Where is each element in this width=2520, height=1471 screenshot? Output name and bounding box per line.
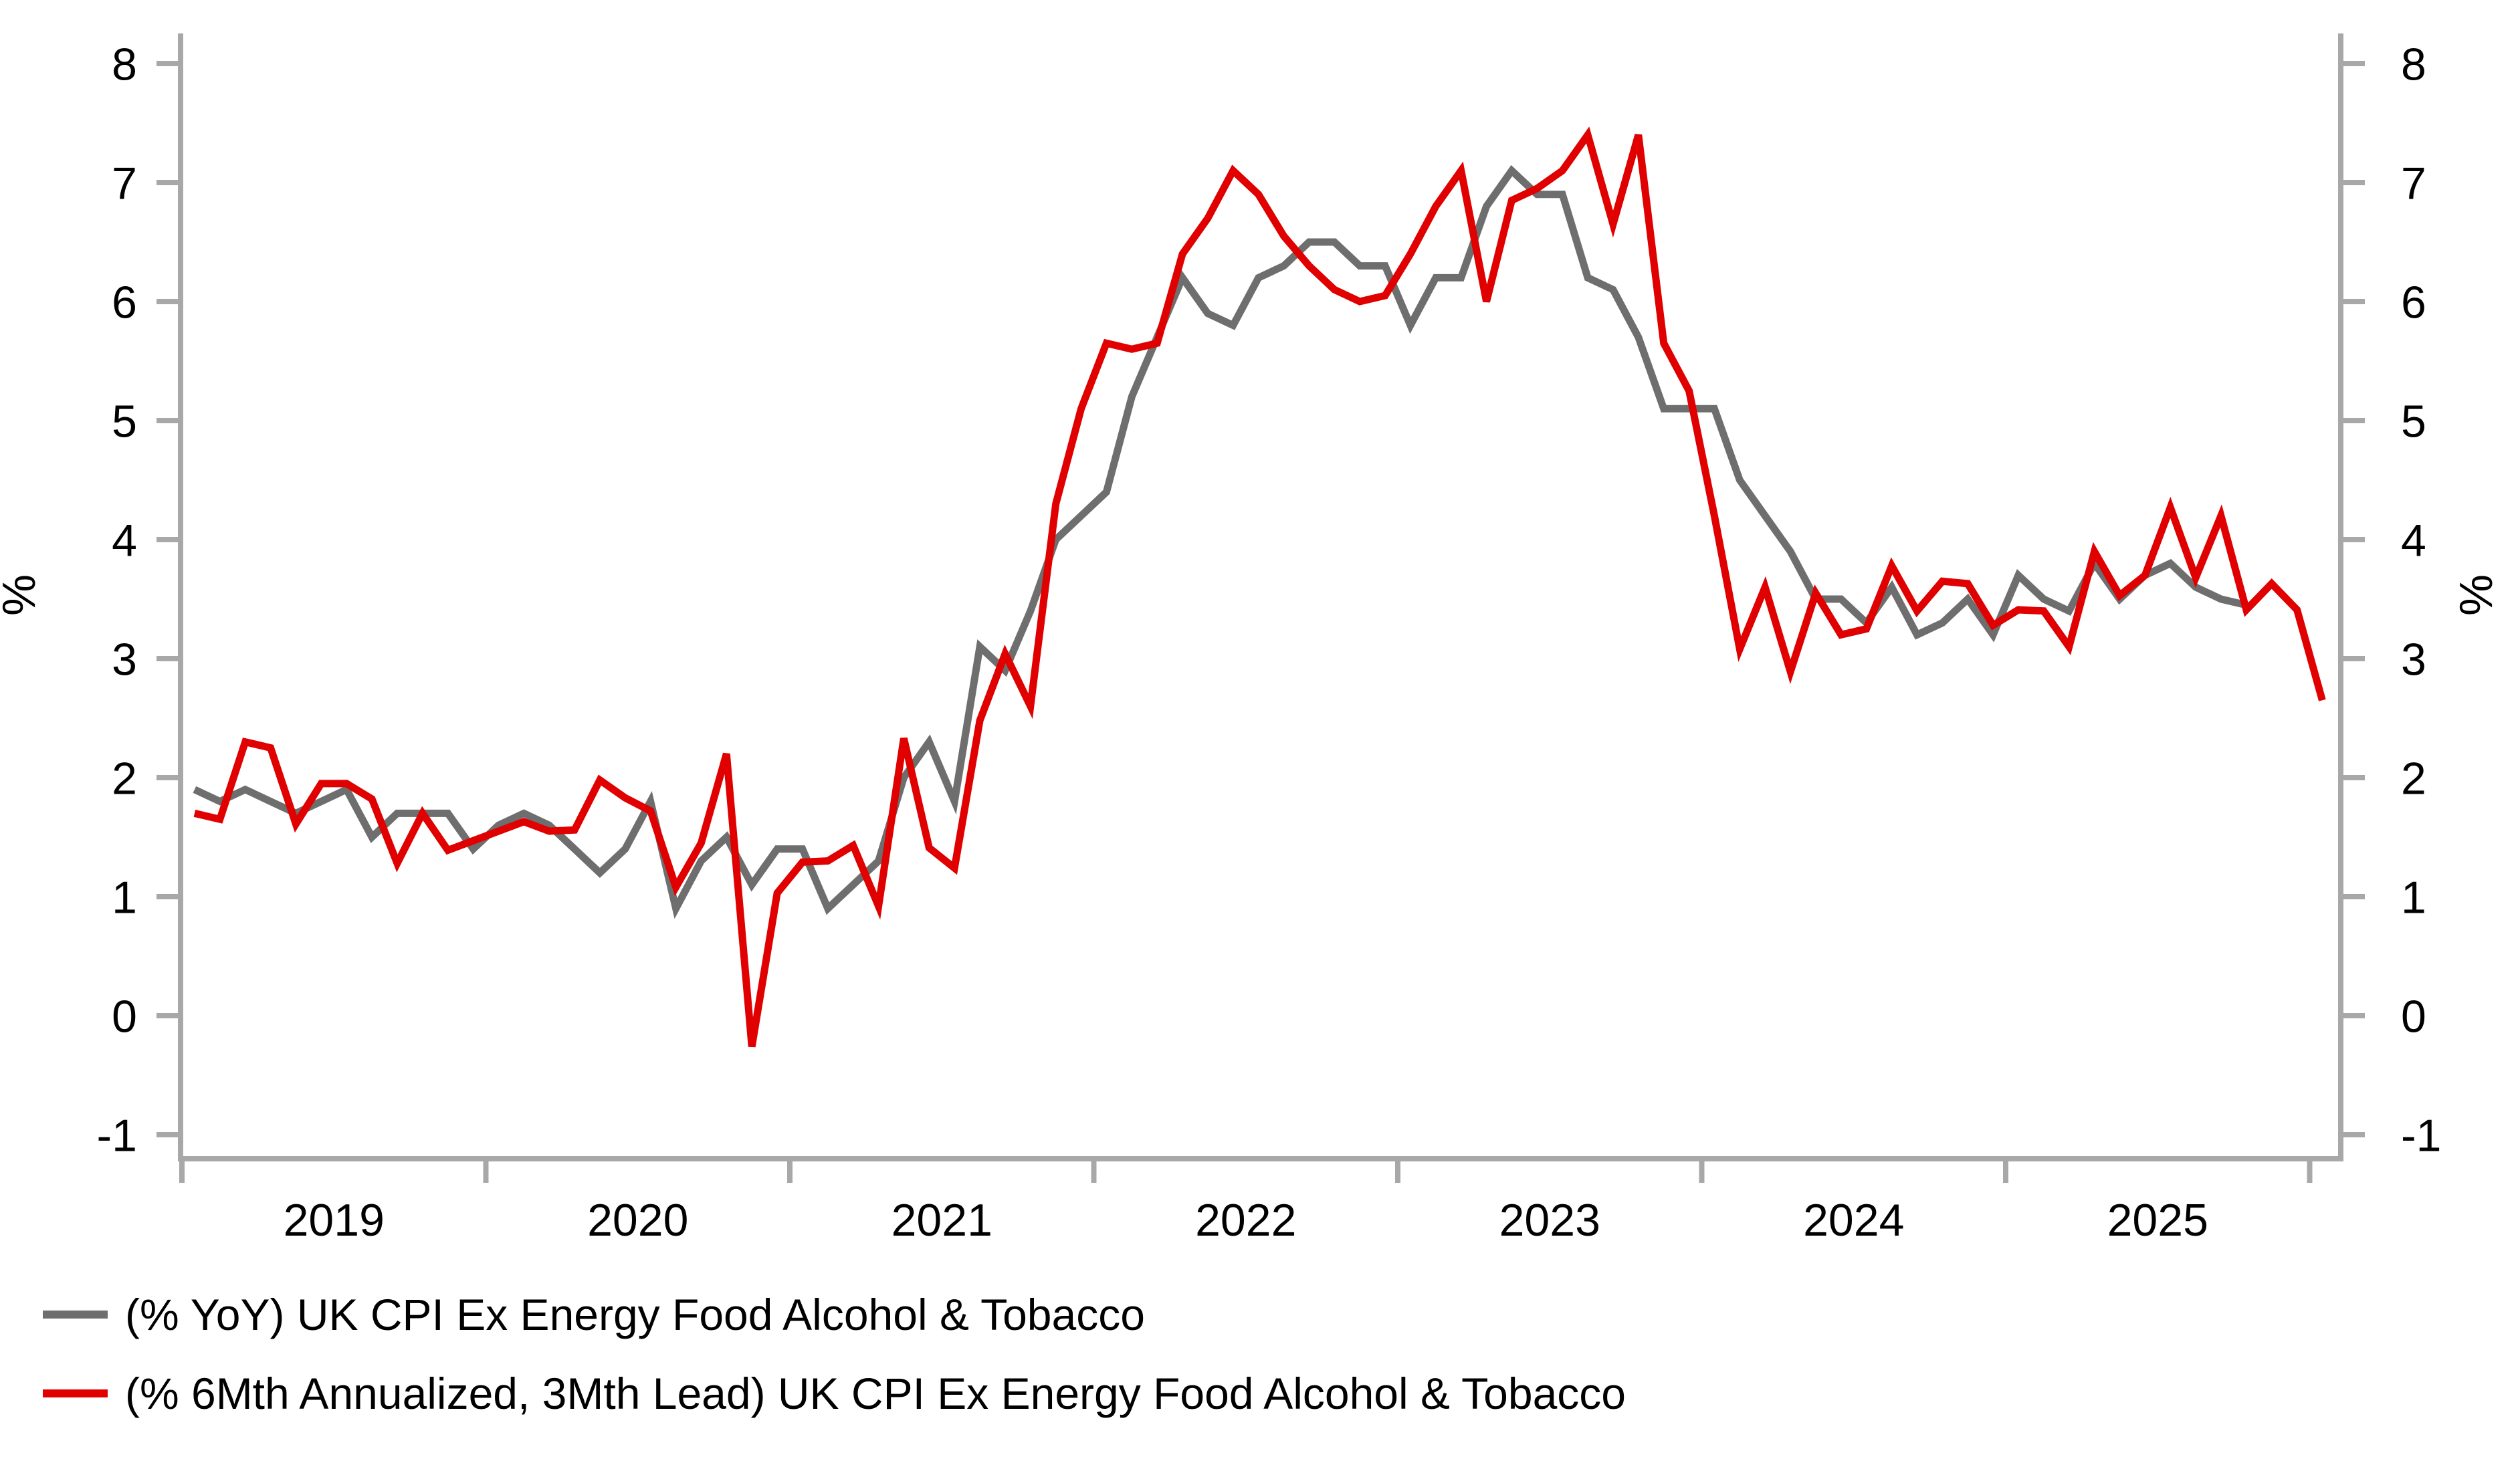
y-tick-label-right: 2 [2401, 753, 2426, 804]
y-tick-label-left: 5 [112, 396, 137, 447]
y-tick-label-left: 8 [112, 39, 137, 90]
y-tick-label-right: 6 [2401, 277, 2426, 328]
legend-label-yoy: (% YoY) UK CPI Ex Energy Food Alcohol & … [125, 1290, 1145, 1339]
x-axis-ticks: 2019 2020 2021 2022 2023 2024 2025 [179, 1159, 2313, 1246]
x-tick-label-year: 2022 [1195, 1195, 1296, 1246]
y-axis-ticks: 8 8 7 7 6 6 5 5 4 4 3 3 2 2 1 1 0 0 -1 -1 [97, 39, 2442, 1161]
legend-label-6mth-annualized: (% 6Mth Annualized, 3Mth Lead) UK CPI Ex… [125, 1369, 1626, 1418]
y-axis-title-left: % [0, 574, 45, 616]
y-tick-label-right: 8 [2401, 39, 2426, 90]
legend-item-yoy: (% YoY) UK CPI Ex Energy Food Alcohol & … [43, 1286, 1626, 1343]
y-tick-label-right: 0 [2401, 991, 2426, 1042]
x-tick-label-year: 2024 [1803, 1195, 1904, 1246]
y-tick-label-left: 7 [112, 158, 137, 209]
y-tick-label-right: 7 [2401, 158, 2426, 209]
y-tick-label-left: 0 [112, 991, 137, 1042]
x-tick-label-year: 2020 [587, 1195, 688, 1246]
y-tick-label-right: -1 [2401, 1110, 2441, 1161]
y-tick-label-left: 2 [112, 753, 137, 804]
y-tick-label-left: 4 [112, 515, 137, 566]
series-line-6mth-annualized [193, 126, 2326, 1048]
y-tick-label-left: 1 [112, 872, 137, 923]
y-tick-label-right: 1 [2401, 872, 2426, 923]
x-tick-label-year: 2019 [284, 1195, 385, 1246]
y-tick-label-left: -1 [97, 1110, 137, 1161]
y-tick-label-right: 4 [2401, 515, 2426, 566]
y-tick-label-left: 6 [112, 277, 137, 328]
series-line-yoy [193, 164, 2248, 919]
legend: (% YoY) UK CPI Ex Energy Food Alcohol & … [43, 1286, 1626, 1444]
legend-swatch-gray-line [43, 1311, 108, 1319]
x-tick-label-year: 2021 [891, 1195, 992, 1246]
y-tick-label-right: 5 [2401, 396, 2426, 447]
x-tick-label-year: 2023 [1499, 1195, 1600, 1246]
legend-item-6mth-annualized: (% 6Mth Annualized, 3Mth Lead) UK CPI Ex… [43, 1365, 1626, 1422]
axes [178, 33, 2343, 1161]
x-tick-label-year: 2025 [2107, 1195, 2208, 1246]
y-tick-label-right: 3 [2401, 634, 2426, 685]
y-tick-label-left: 3 [112, 634, 137, 685]
y-axis-title-right: % [2450, 574, 2502, 616]
legend-swatch-red-line [43, 1389, 108, 1397]
